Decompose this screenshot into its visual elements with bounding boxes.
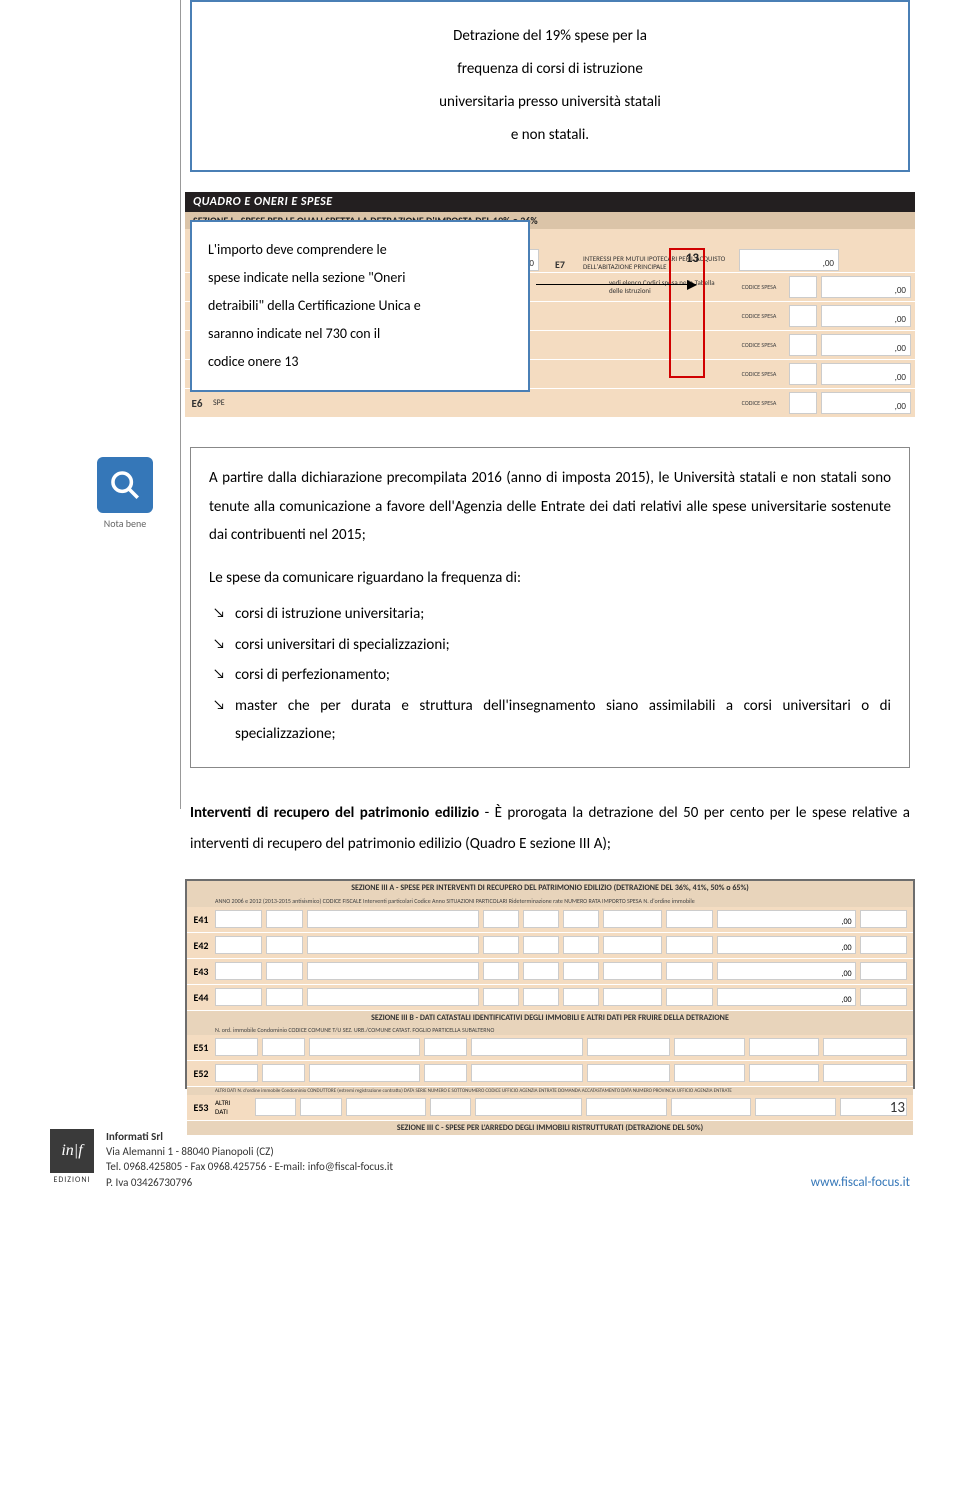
form-row-e6: E6 SPE CODICE SPESA ,00 <box>185 389 915 418</box>
form2-col-labels: ANNO 2006 e 2012 (2013-2015 antisismico)… <box>187 895 913 907</box>
company-piva: P. Iva 03426730796 <box>106 1175 393 1190</box>
form2-col-labels-b: N. ord. immobile Condominio CODICE COMUN… <box>187 1025 913 1035</box>
callout-line: saranno indicate nel 730 con il <box>208 320 512 348</box>
logo-icon: in|f <box>50 1129 94 1173</box>
footer-info: Informati Srl Via Alemanni 1 - 88040 Pia… <box>106 1129 393 1191</box>
company-addr: Via Alemanni 1 - 88040 Pianopoli (CZ) <box>106 1144 393 1159</box>
nota-bene-section: Nota bene A partire dalla dichiarazione … <box>190 447 910 768</box>
callout-line: e non statali. <box>212 119 888 152</box>
callout-line: frequenza di corsi di istruzione <box>212 53 888 86</box>
page-number: 13 <box>890 1099 905 1117</box>
e7-desc: INTERESSI PER MUTUI IPOTECARI PER L'ACQU… <box>583 255 733 270</box>
sezione-iii-form: SEZIONE III A - SPESE PER INTERVENTI DI … <box>190 879 910 1089</box>
vertical-rule <box>180 0 181 809</box>
e7-code: E7 <box>555 258 577 271</box>
quadro-e-form: QUADRO E ONERI E SPESE SEZIONE I - SPESE… <box>190 192 910 422</box>
nota-list-item: corsi di perfezionamento; <box>235 661 891 690</box>
page-footer: 13 in|f EDIZIONI Informati Srl Via Alema… <box>0 1129 960 1211</box>
form2-row-e44: E44 ,00 <box>187 985 913 1011</box>
form2-row-e42: E42 ,00 <box>187 933 913 959</box>
callout-line: universitaria presso università statali <box>212 86 888 119</box>
company-name: Informati Srl <box>106 1129 393 1144</box>
nota-list-item: corsi di istruzione universitaria; <box>235 600 891 629</box>
callout-line: L'importo deve comprendere le <box>208 236 512 264</box>
form2-row-e52: E52 <box>187 1061 913 1087</box>
nota-para2: Le spese da comunicare riguardano la fre… <box>209 564 891 593</box>
logo-subtitle: EDIZIONI <box>50 1175 94 1185</box>
callout-line: detraibili" della Certificazione Unica e <box>208 292 512 320</box>
logo-block: in|f EDIZIONI <box>50 1129 94 1185</box>
nota-list-item: master che per durata e struttura dell'i… <box>235 692 891 749</box>
callout-line: spese indicate nella sezione "Oneri <box>208 264 512 292</box>
code-13-value: 13 <box>686 251 699 266</box>
form2-hdr-b: SEZIONE III B - DATI CATASTALI IDENTIFIC… <box>187 1011 913 1025</box>
nota-bene-box: A partire dalla dichiarazione precompila… <box>190 447 910 768</box>
red-highlight-box <box>669 248 705 378</box>
site-url: www.fiscal-focus.it <box>811 1175 910 1190</box>
para-lead: Interventi di recupero del patrimonio ed… <box>190 804 479 822</box>
form2-hdr-a: SEZIONE III A - SPESE PER INTERVENTI DI … <box>187 881 913 895</box>
arrow-indicator <box>536 284 696 285</box>
form2-row-e53: E53 ALTRIDATI <box>187 1095 913 1121</box>
callout-line: codice onere 13 <box>208 348 512 376</box>
form2-row-e51: E51 <box>187 1035 913 1061</box>
callout-line: Detrazione del 19% spese per la <box>212 20 888 53</box>
form2-row-e43: E43 ,00 <box>187 959 913 985</box>
nota-para1: A partire dalla dichiarazione precompila… <box>209 464 891 550</box>
magnifier-icon <box>97 457 153 513</box>
form-title: QUADRO E ONERI E SPESE <box>185 192 915 212</box>
form2-row-e41: E41 ,00 <box>187 907 913 933</box>
nota-list-item: corsi universitari di specializzazioni; <box>235 631 891 660</box>
nota-bene-badge: Nota bene <box>90 457 160 530</box>
company-tel: Tel. 0968.425805 - Fax 0968.425756 - E-m… <box>106 1159 393 1174</box>
form2-e53-labels: ALTRI DATI N. d'ordine immobile Condomin… <box>187 1087 913 1095</box>
callout-importo: L'importo deve comprendere le spese indi… <box>190 220 530 392</box>
callout-detrazione: Detrazione del 19% spese per la frequenz… <box>190 0 910 172</box>
nota-bene-caption: Nota bene <box>90 517 160 530</box>
body-paragraph: Interventi di recupero del patrimonio ed… <box>190 798 910 861</box>
